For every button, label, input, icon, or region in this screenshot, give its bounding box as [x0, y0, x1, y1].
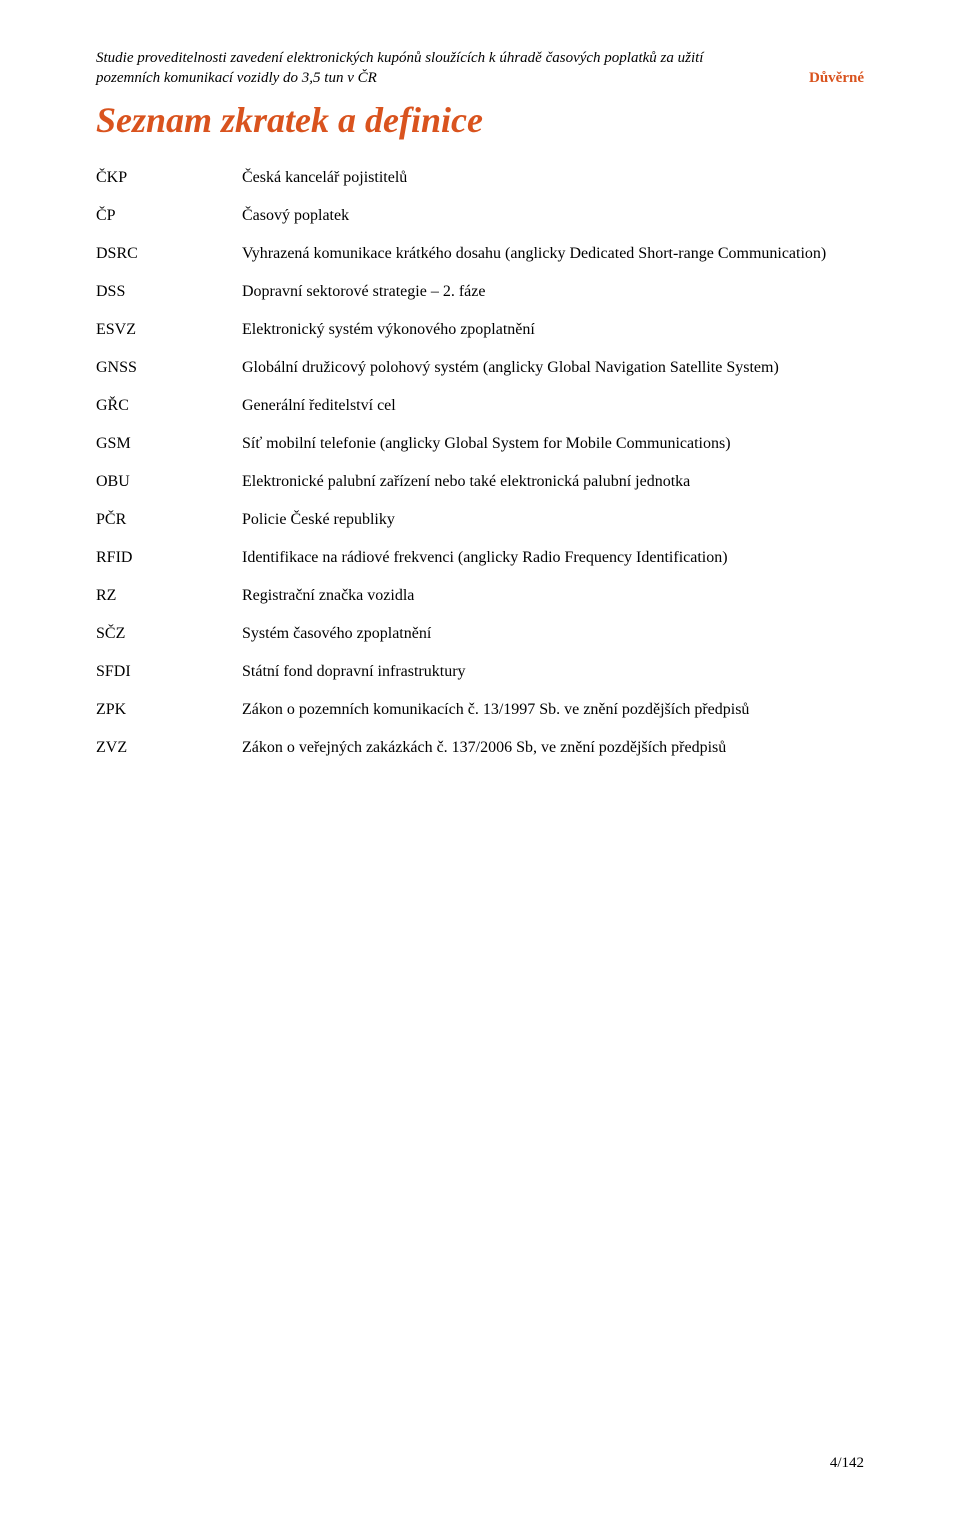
- abbr-cell: ZPK: [96, 691, 242, 729]
- definition-cell: Policie České republiky: [242, 501, 864, 539]
- definition-cell: Zákon o veřejných zakázkách č. 137/2006 …: [242, 729, 864, 767]
- table-row: ZVZZákon o veřejných zakázkách č. 137/20…: [96, 729, 864, 767]
- definition-cell: Identifikace na rádiové frekvenci (angli…: [242, 539, 864, 577]
- definition-cell: Registrační značka vozidla: [242, 577, 864, 615]
- definitions-table: ČKPČeská kancelář pojistitelůČPČasový po…: [96, 159, 864, 767]
- page-number: 4/142: [830, 1455, 864, 1472]
- abbr-cell: ČP: [96, 197, 242, 235]
- definition-cell: Časový poplatek: [242, 197, 864, 235]
- table-row: ČPČasový poplatek: [96, 197, 864, 235]
- abbr-cell: ČKP: [96, 159, 242, 197]
- abbr-cell: GSM: [96, 425, 242, 463]
- abbr-cell: DSS: [96, 273, 242, 311]
- definition-cell: Síť mobilní telefonie (anglicky Global S…: [242, 425, 864, 463]
- table-row: DSRCVyhrazená komunikace krátkého dosahu…: [96, 235, 864, 273]
- definition-cell: Systém časového zpoplatnění: [242, 615, 864, 653]
- abbr-cell: ESVZ: [96, 311, 242, 349]
- abbr-cell: RZ: [96, 577, 242, 615]
- abbr-cell: GŘC: [96, 387, 242, 425]
- section-title: Seznam zkratek a definice: [96, 99, 864, 141]
- definition-cell: Elektronické palubní zařízení nebo také …: [242, 463, 864, 501]
- definitions-tbody: ČKPČeská kancelář pojistitelůČPČasový po…: [96, 159, 864, 767]
- table-row: RFIDIdentifikace na rádiové frekvenci (a…: [96, 539, 864, 577]
- definition-cell: Elektronický systém výkonového zpoplatně…: [242, 311, 864, 349]
- table-row: SČZSystém časového zpoplatnění: [96, 615, 864, 653]
- abbr-cell: SFDI: [96, 653, 242, 691]
- header-confidential: Důvěrné: [809, 48, 864, 88]
- page: Studie proveditelnosti zavedení elektron…: [0, 0, 960, 1520]
- abbr-cell: SČZ: [96, 615, 242, 653]
- abbr-cell: DSRC: [96, 235, 242, 273]
- table-row: DSSDopravní sektorové strategie – 2. fáz…: [96, 273, 864, 311]
- abbr-cell: RFID: [96, 539, 242, 577]
- abbr-cell: OBU: [96, 463, 242, 501]
- page-header: Studie proveditelnosti zavedení elektron…: [96, 48, 864, 89]
- table-row: GNSSGlobální družicový polohový systém (…: [96, 349, 864, 387]
- table-row: ČKPČeská kancelář pojistitelů: [96, 159, 864, 197]
- definition-cell: Dopravní sektorové strategie – 2. fáze: [242, 273, 864, 311]
- definition-cell: Česká kancelář pojistitelů: [242, 159, 864, 197]
- table-row: ESVZElektronický systém výkonového zpopl…: [96, 311, 864, 349]
- definition-cell: Vyhrazená komunikace krátkého dosahu (an…: [242, 235, 864, 273]
- definition-cell: Zákon o pozemních komunikacích č. 13/199…: [242, 691, 864, 729]
- abbr-cell: ZVZ: [96, 729, 242, 767]
- table-row: OBUElektronické palubní zařízení nebo ta…: [96, 463, 864, 501]
- table-row: GSMSíť mobilní telefonie (anglicky Globa…: [96, 425, 864, 463]
- abbr-cell: GNSS: [96, 349, 242, 387]
- definition-cell: Státní fond dopravní infrastruktury: [242, 653, 864, 691]
- abbr-cell: PČR: [96, 501, 242, 539]
- definition-cell: Generální ředitelství cel: [242, 387, 864, 425]
- table-row: GŘCGenerální ředitelství cel: [96, 387, 864, 425]
- table-row: RZRegistrační značka vozidla: [96, 577, 864, 615]
- header-study-title: Studie proveditelnosti zavedení elektron…: [96, 48, 736, 89]
- table-row: PČRPolicie České republiky: [96, 501, 864, 539]
- table-row: SFDIStátní fond dopravní infrastruktury: [96, 653, 864, 691]
- table-row: ZPKZákon o pozemních komunikacích č. 13/…: [96, 691, 864, 729]
- definition-cell: Globální družicový polohový systém (angl…: [242, 349, 864, 387]
